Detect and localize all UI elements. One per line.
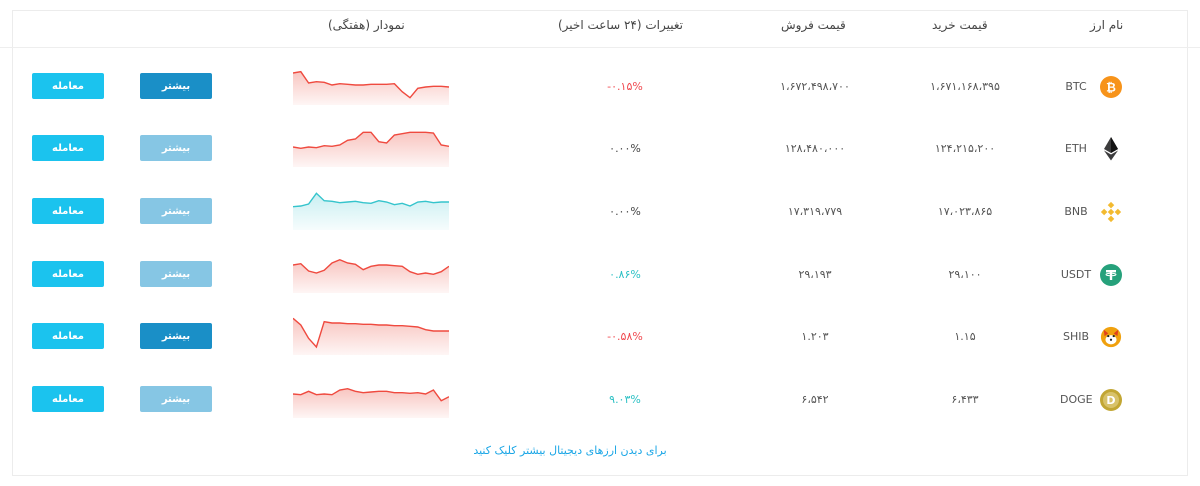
weekly-sparkline [293,70,449,105]
table-row: BNB ۱۷،۰۲۳،۸۶۵ ۱۷،۳۱۹،۷۷۹ ۰.۰۰% بیشتر معامله [0,181,1200,243]
tether-icon [1100,264,1122,286]
change-24h: -۰.۵۸% [607,330,643,343]
coin-symbol: USDT [1060,268,1092,281]
bnb-icon [1100,201,1122,223]
more-cryptos-link[interactable]: برای دیدن ارزهای دیجیتال بیشتر کلیک کنید [473,444,667,457]
sparkline-line [293,317,449,349]
sell-price: ۱۷،۳۱۹،۷۷۹ [787,205,843,218]
weekly-sparkline [293,192,449,230]
sparkline-area [293,132,449,167]
dogecoin-icon: D [1100,389,1122,411]
header-buy-price: قیمت خرید [932,18,988,32]
more-button[interactable]: بیشتر [140,198,212,224]
svg-text:₿: ₿ [1106,81,1116,95]
sparkline-line [293,131,449,150]
table-header: نام ارز قیمت خرید قیمت فروش تغییرات (۲۴ … [0,0,1200,48]
header-sell-price: قیمت فروش [781,18,846,32]
change-24h: ۰.۸۶% [609,268,641,281]
coin-symbol: BNB [1064,205,1088,218]
coin-symbol: ETH [1065,142,1087,155]
change-24h: ۰.۰۰% [609,205,641,218]
more-button[interactable]: بیشتر [140,386,212,412]
sparkline-line [293,258,449,276]
buy-price: ۱۲۴،۲۱۵،۲۰۰ [934,142,996,155]
trade-button[interactable]: معامله [32,73,104,99]
change-24h: -۰.۱۵% [607,80,643,93]
buy-price: ۶،۴۳۳ [951,393,979,406]
table-row: D DOGE ۶،۴۳۳ ۶،۵۴۲ ۹.۰۳% بیشتر معامله [0,369,1200,431]
more-button[interactable]: بیشتر [140,135,212,161]
sparkline-area [293,71,449,105]
more-button[interactable]: بیشتر [140,323,212,349]
header-name: نام ارز [1090,18,1124,32]
bitcoin-icon: ₿ [1100,76,1122,98]
buy-price: ۲۹،۱۰۰ [948,268,982,281]
weekly-sparkline [293,258,449,293]
sell-price: ۶،۵۴۲ [801,393,829,406]
table-row: ₿ BTC ۱،۶۷۱،۱۶۸،۳۹۵ ۱،۶۷۲،۴۹۸،۷۰۰ -۰.۱۵% بیشت… [0,56,1200,118]
table-row: USDT ۲۹،۱۰۰ ۲۹،۱۹۳ ۰.۸۶% بیشتر معامله [0,244,1200,306]
sparkline-area [293,259,449,293]
sparkline-line [293,387,449,402]
buy-price: ۱.۱۵ [954,330,976,343]
coin-symbol: DOGE [1060,393,1093,406]
sparkline-area [293,388,449,418]
change-24h: ۰.۰۰% [609,142,641,155]
sparkline-line [293,192,449,208]
trade-button[interactable]: معامله [32,198,104,224]
sparkline-area [293,193,449,230]
sparkline-line [293,70,449,99]
ethereum-icon [1100,137,1122,161]
buy-price: ۱،۶۷۱،۱۶۸،۳۹۵ [930,80,1000,93]
sell-price: ۱،۶۷۲،۴۹۸،۷۰۰ [780,80,850,93]
trade-button[interactable]: معامله [32,135,104,161]
more-button[interactable]: بیشتر [140,261,212,287]
header-change-24h: تغییرات (۲۴ ساعت اخیر) [558,18,683,32]
header-weekly-chart: نمودار (هفتگی) [328,18,405,32]
table-row: ETH ۱۲۴،۲۱۵،۲۰۰ ۱۲۸،۴۸۰،۰۰۰ ۰.۰۰% بیشتر معامل… [0,118,1200,180]
trade-button[interactable]: معامله [32,386,104,412]
trade-button[interactable]: معامله [32,323,104,349]
weekly-sparkline [293,317,449,355]
sell-price: ۱.۲۰۳ [801,330,829,343]
svg-text:D: D [1106,394,1115,407]
sell-price: ۱۲۸،۴۸۰،۰۰۰ [784,142,846,155]
change-24h: ۹.۰۳% [609,393,641,406]
more-button[interactable]: بیشتر [140,73,212,99]
weekly-sparkline [293,387,449,418]
coin-symbol: BTC [1065,80,1087,93]
trade-button[interactable]: معامله [32,261,104,287]
weekly-sparkline [293,131,449,167]
coin-symbol: SHIB [1062,330,1090,343]
table-row: SHIB ۱.۱۵ ۱.۲۰۳ -۰.۵۸% بیشتر معامله [0,306,1200,368]
buy-price: ۱۷،۰۲۳،۸۶۵ [937,205,993,218]
sell-price: ۲۹،۱۹۳ [798,268,832,281]
shiba-icon [1100,326,1122,348]
sparkline-area [293,318,449,355]
